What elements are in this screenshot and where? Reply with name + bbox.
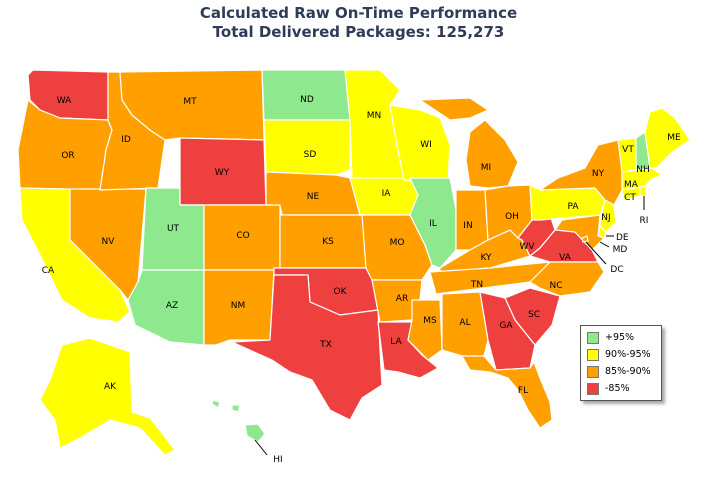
legend-swatch (587, 382, 599, 395)
state-RI[interactable] (639, 185, 647, 197)
state-AK[interactable] (39, 337, 176, 456)
state-label-DE: DE (616, 233, 629, 243)
state-IN[interactable] (455, 189, 489, 251)
callout-lines (254, 196, 645, 456)
legend-label: 90%-95% (605, 349, 651, 360)
callout-line-MD (599, 241, 610, 248)
state-MD[interactable] (554, 214, 605, 251)
state-label-RI: RI (640, 216, 649, 226)
legend-swatch (587, 348, 599, 361)
state-DC[interactable] (581, 235, 589, 243)
state-label-HI: HI (273, 455, 282, 465)
state-TX[interactable] (231, 274, 383, 421)
callout-line-HI (254, 439, 268, 456)
state-MS[interactable] (407, 299, 443, 361)
state-label-DC: DC (610, 265, 623, 275)
state-label-MD: MD (613, 245, 628, 255)
state-ME[interactable] (644, 107, 691, 169)
title-line-1: Calculated Raw On-Time Performance (199, 4, 518, 22)
title-line-2: Total Delivered Packages: 125,273 (212, 23, 505, 41)
legend-label: -85% (605, 383, 630, 394)
state-SD[interactable] (263, 119, 351, 176)
state-IL[interactable] (409, 177, 457, 269)
state-NM[interactable] (203, 269, 275, 346)
state-HI[interactable] (211, 399, 266, 443)
legend-swatch (587, 365, 599, 378)
legend: +95% 90%-95% 85%-90% -85% (580, 325, 662, 401)
states-layer (17, 69, 691, 456)
legend-label: 85%-90% (605, 366, 651, 377)
state-GA[interactable] (479, 291, 536, 371)
state-WI[interactable] (389, 104, 451, 181)
state-NC[interactable] (529, 261, 605, 297)
state-AZ[interactable] (127, 269, 205, 346)
state-FL[interactable] (461, 355, 553, 429)
legend-label: +95% (605, 332, 635, 343)
state-WY[interactable] (179, 137, 267, 206)
legend-item: 85%-90% (587, 363, 661, 380)
legend-swatch (587, 331, 599, 344)
state-ND[interactable] (261, 69, 351, 121)
state-IA[interactable] (349, 177, 419, 216)
state-KS[interactable] (279, 214, 367, 269)
state-NE[interactable] (265, 171, 361, 216)
chart-title: Calculated Raw On-Time Performance Total… (0, 4, 717, 42)
legend-item: +95% (587, 329, 661, 346)
state-CO[interactable] (203, 204, 281, 271)
legend-item: 90%-95% (587, 346, 661, 363)
callout-line-DC (585, 241, 607, 265)
legend-item: -85% (587, 380, 661, 397)
